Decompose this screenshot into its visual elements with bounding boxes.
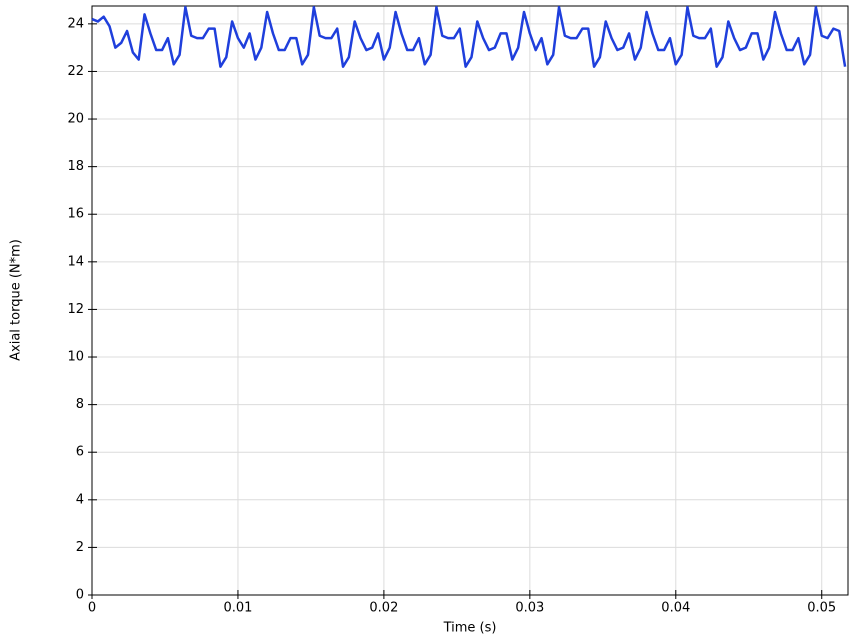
y-tick-label: 24	[67, 16, 84, 31]
y-tick-label: 6	[76, 445, 84, 460]
y-tick-label: 16	[67, 207, 84, 222]
x-tick-label: 0.05	[807, 601, 836, 616]
y-tick-label: 20	[67, 112, 84, 127]
y-tick-label: 0	[76, 588, 84, 603]
y-tick-label: 4	[76, 492, 84, 507]
data-line	[91, 5, 847, 68]
x-tick-label: 0.04	[661, 601, 690, 616]
y-tick-label: 22	[67, 64, 84, 79]
y-tick-label: 8	[76, 397, 84, 412]
x-tick-label: 0.01	[223, 601, 252, 616]
y-tick-label: 14	[67, 254, 84, 269]
x-tick-label: 0	[88, 601, 96, 616]
y-tick-label: 2	[76, 540, 84, 555]
x-tick-label: 0.02	[369, 601, 398, 616]
plot-frame	[91, 5, 849, 596]
y-tick-label: 18	[67, 159, 84, 174]
y-axis-label: Axial torque (N*m)	[9, 239, 24, 361]
y-tick-label: 10	[67, 350, 84, 365]
x-axis-label: Time (s)	[443, 621, 497, 636]
y-tick-label: 12	[67, 302, 84, 317]
x-tick-label: 0.03	[515, 601, 544, 616]
